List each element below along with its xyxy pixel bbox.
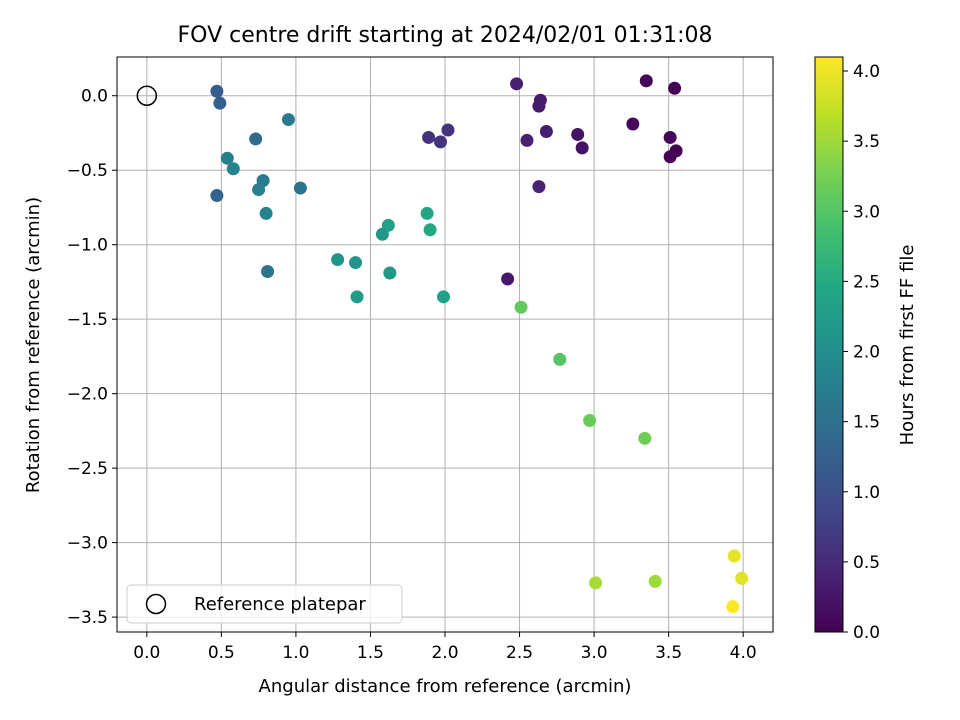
data-point	[589, 576, 603, 590]
data-point	[349, 256, 363, 270]
x-tick-label: 1.5	[357, 643, 384, 663]
data-point	[261, 265, 275, 279]
data-point	[375, 227, 389, 241]
data-point	[626, 117, 640, 131]
data-point	[434, 135, 448, 149]
colorbar-tick-label: 3.0	[853, 202, 880, 222]
y-tick-label: −2.0	[67, 385, 108, 405]
data-point	[220, 151, 234, 165]
y-tick-label: −1.5	[67, 310, 108, 330]
data-point	[420, 206, 434, 220]
data-point	[281, 113, 295, 127]
colorbar-tick-label: 1.0	[853, 483, 880, 503]
y-tick-label: −2.5	[67, 459, 108, 479]
data-point	[226, 162, 240, 176]
data-points	[210, 74, 749, 614]
data-point	[422, 130, 436, 144]
legend: Reference platepar	[126, 584, 403, 624]
colorbar-tick-label: 0.5	[853, 553, 880, 573]
colorbar-tick-label: 2.5	[853, 272, 880, 292]
legend-marker-open-circle	[145, 593, 167, 615]
legend-box	[126, 584, 403, 624]
legend-entry-label: Reference platepar	[194, 594, 366, 615]
data-point	[532, 180, 546, 194]
colorbar-tick-label: 0.0	[853, 623, 880, 643]
data-point	[249, 132, 263, 146]
colorbar-ticks: 0.0 0.5 1.0 1.5 2.0 2.5 3.0 3.5 4.0	[843, 62, 880, 643]
data-point	[293, 181, 307, 195]
data-point	[437, 290, 451, 304]
data-point	[638, 431, 652, 445]
colorbar-tick-label: 2.0	[853, 343, 880, 363]
data-point	[520, 133, 534, 147]
data-point	[735, 571, 749, 585]
data-point	[501, 272, 515, 286]
x-tick-label: 1.0	[282, 643, 309, 663]
y-axis-ticks: 0.0 −0.5 −1.0 −1.5 −2.0 −2.5 −3.0 −3.5	[67, 87, 117, 628]
colorbar-label: Hours from first FF file	[897, 245, 918, 446]
data-point	[423, 223, 437, 237]
data-point	[648, 574, 662, 588]
data-point	[383, 266, 397, 280]
data-point	[726, 600, 740, 614]
x-tick-label: 0.5	[208, 643, 235, 663]
x-tick-label: 4.0	[730, 643, 757, 663]
data-point	[210, 84, 224, 98]
y-tick-label: −0.5	[67, 161, 108, 181]
data-point	[663, 130, 677, 144]
y-axis-label: Rotation from reference (arcmin)	[23, 197, 44, 493]
reference-platepar-marker	[136, 85, 158, 106]
data-point	[213, 96, 227, 110]
x-tick-label: 2.5	[506, 643, 533, 663]
data-point	[583, 413, 597, 427]
data-point	[510, 77, 524, 91]
data-point	[539, 124, 553, 138]
data-point	[441, 123, 455, 137]
x-tick-label: 3.0	[581, 643, 608, 663]
y-tick-label: −1.0	[67, 236, 108, 256]
data-point	[639, 74, 653, 88]
data-point	[331, 253, 345, 267]
reference-marker-group	[136, 85, 158, 106]
x-axis-ticks: 0.0 0.5 1.0 1.5 2.0 2.5 3.0 3.5 4.0	[133, 632, 757, 663]
data-point	[350, 290, 364, 304]
y-tick-label: −3.0	[67, 534, 108, 554]
colorbar-tick-label: 3.5	[853, 132, 880, 152]
x-tick-label: 0.0	[133, 643, 160, 663]
data-point	[571, 127, 585, 141]
data-point	[532, 99, 546, 113]
x-axis-label: Angular distance from reference (arcmin)	[259, 676, 632, 697]
data-point	[252, 183, 266, 197]
data-point	[663, 150, 677, 164]
data-point	[727, 549, 741, 563]
chart-title: FOV centre drift starting at 2024/02/01 …	[178, 23, 713, 48]
colorbar	[814, 56, 844, 633]
y-tick-label: −3.5	[67, 608, 108, 628]
data-point	[210, 189, 224, 203]
data-point	[259, 206, 273, 220]
data-point	[553, 352, 567, 366]
colorbar-tick-label: 4.0	[853, 62, 880, 82]
data-point	[575, 141, 589, 155]
colorbar-tick-label: 1.5	[853, 413, 880, 433]
data-point	[668, 81, 682, 95]
data-point	[514, 300, 528, 314]
x-tick-label: 3.5	[655, 643, 682, 663]
y-tick-label: 0.0	[81, 87, 108, 107]
x-tick-label: 2.0	[431, 643, 458, 663]
